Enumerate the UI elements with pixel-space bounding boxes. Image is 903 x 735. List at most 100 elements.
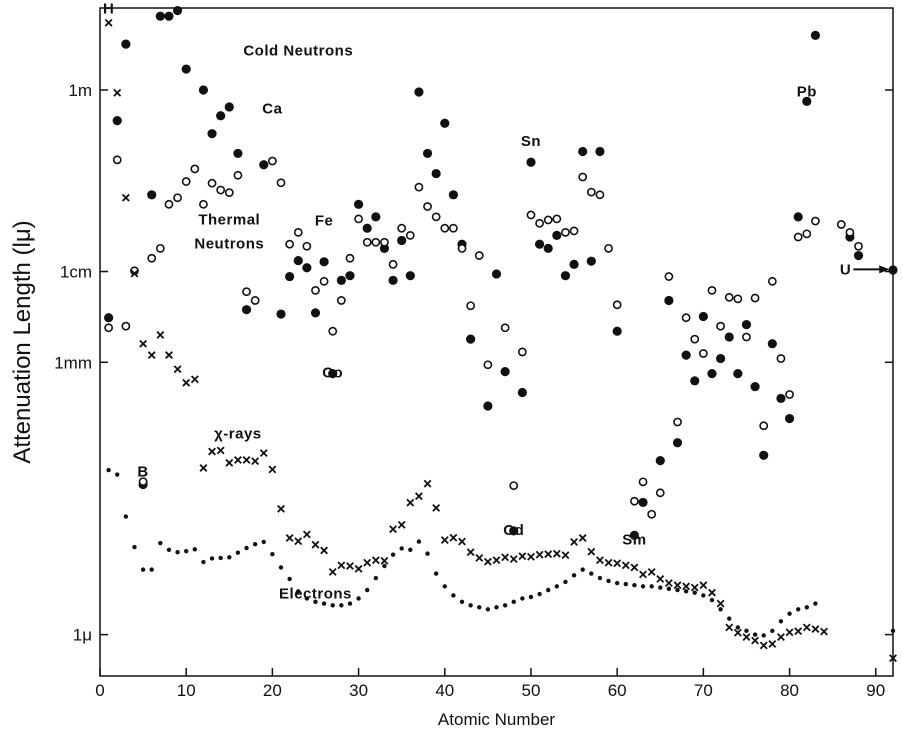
filled-circle-point bbox=[733, 369, 743, 379]
small-dot-point bbox=[244, 545, 249, 551]
x-tick-label: 10 bbox=[177, 681, 196, 700]
small-dot-point bbox=[140, 567, 146, 572]
open-circle-point bbox=[440, 223, 450, 233]
cross-point bbox=[346, 562, 354, 570]
small-dot-point bbox=[425, 551, 430, 556]
filled-circle-point bbox=[888, 265, 898, 275]
small-dot-point bbox=[752, 632, 758, 637]
filled-circle-point bbox=[310, 308, 321, 318]
cross-point bbox=[647, 568, 656, 576]
open-circle-point bbox=[224, 188, 234, 198]
annotation-label: Fe bbox=[315, 213, 334, 230]
filled-circle-point bbox=[853, 250, 864, 261]
small-dot-point bbox=[649, 584, 654, 589]
filled-circle-point bbox=[233, 148, 243, 159]
small-dot-point bbox=[813, 601, 818, 606]
filled-circle-point bbox=[302, 263, 312, 273]
small-dot-point bbox=[477, 605, 482, 610]
small-dot-point bbox=[347, 601, 353, 606]
open-circle-point bbox=[242, 287, 251, 297]
open-circle-point bbox=[362, 237, 372, 247]
cross-point bbox=[165, 351, 173, 360]
small-dot-point bbox=[252, 542, 258, 547]
cross-point bbox=[708, 588, 716, 597]
filled-circle-point bbox=[276, 309, 286, 319]
filled-circle-point bbox=[155, 11, 165, 21]
open-circle-point bbox=[457, 243, 467, 253]
cross-point bbox=[690, 583, 699, 592]
small-dot-point bbox=[546, 587, 551, 593]
open-circle-point bbox=[276, 178, 286, 188]
filled-circle-point bbox=[672, 438, 683, 448]
small-dot-point bbox=[502, 603, 508, 608]
small-dot-point bbox=[192, 547, 198, 552]
cross-point bbox=[363, 558, 372, 567]
small-dot-point bbox=[382, 563, 387, 569]
filled-circle-point bbox=[784, 413, 795, 424]
cross-point bbox=[595, 556, 604, 565]
cross-point bbox=[794, 627, 803, 636]
cross-point bbox=[225, 458, 234, 467]
small-dot-point bbox=[339, 603, 344, 608]
small-dot-point bbox=[744, 628, 749, 634]
cross-point bbox=[173, 365, 182, 374]
cross-point bbox=[716, 599, 725, 608]
cross-point bbox=[259, 449, 268, 458]
x-axis-title: Atomic Number bbox=[438, 710, 555, 729]
cross-point bbox=[733, 628, 742, 637]
small-dot-point bbox=[614, 580, 620, 586]
filled-circle-point bbox=[509, 526, 519, 536]
filled-circle-point bbox=[241, 305, 252, 315]
open-circle-point bbox=[742, 332, 751, 342]
filled-circle-point bbox=[198, 85, 209, 95]
filled-circle-point bbox=[716, 353, 726, 364]
filled-circle-point bbox=[379, 243, 390, 253]
cross-point bbox=[320, 546, 329, 555]
cross-point bbox=[664, 579, 673, 587]
y-tick-label: 1m bbox=[68, 81, 92, 100]
open-circle-point bbox=[414, 182, 424, 192]
filled-circle-point bbox=[793, 212, 803, 222]
y-axis-title: Attenuation Length (lμ) bbox=[9, 220, 36, 463]
open-circle-point bbox=[698, 349, 708, 358]
cross-point bbox=[130, 269, 139, 278]
cross-point bbox=[449, 533, 458, 542]
x-tick-label: 50 bbox=[522, 681, 541, 700]
open-circle-point bbox=[405, 230, 415, 240]
cross-point bbox=[699, 581, 708, 590]
open-circle-point bbox=[535, 218, 544, 228]
cross-point bbox=[889, 654, 897, 663]
filled-circle-point bbox=[724, 332, 734, 342]
filled-circle-point bbox=[172, 5, 183, 16]
small-dot-point bbox=[787, 611, 792, 616]
filled-circle-point bbox=[638, 497, 648, 508]
small-dot-point bbox=[261, 539, 266, 545]
data-points bbox=[104, 5, 898, 663]
cross-point bbox=[509, 555, 518, 563]
small-dot-point bbox=[451, 593, 456, 598]
small-dot-point bbox=[287, 576, 292, 582]
small-dot-point bbox=[235, 550, 241, 555]
cross-point bbox=[294, 537, 303, 546]
open-circle-point bbox=[517, 347, 527, 357]
small-dot-point bbox=[218, 555, 223, 561]
filled-circle-point bbox=[466, 334, 476, 344]
open-circle-point bbox=[630, 496, 639, 506]
small-dot-point bbox=[158, 540, 163, 546]
open-circle-point bbox=[336, 296, 346, 305]
small-dot-point bbox=[778, 619, 784, 624]
small-dot-point bbox=[528, 594, 534, 600]
open-circle-point bbox=[526, 210, 536, 220]
small-dot-point bbox=[313, 599, 318, 604]
filled-circle-point bbox=[534, 239, 545, 249]
open-circle-point bbox=[690, 334, 700, 344]
annotation-label: Ca bbox=[262, 101, 282, 118]
cross-point bbox=[216, 446, 225, 455]
open-circle-point bbox=[707, 285, 717, 295]
open-circle-point bbox=[423, 202, 432, 211]
open-circle-point bbox=[836, 220, 846, 229]
open-circle-point bbox=[190, 164, 200, 174]
cross-point bbox=[561, 551, 570, 560]
small-dot-point bbox=[770, 628, 775, 634]
open-circle-point bbox=[199, 199, 208, 209]
